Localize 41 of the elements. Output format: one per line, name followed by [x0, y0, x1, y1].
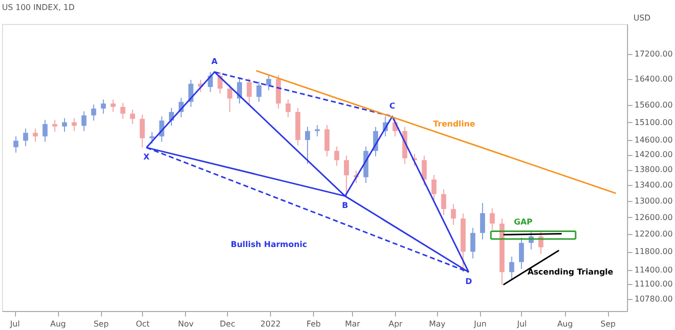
annotation: A	[211, 56, 218, 66]
y-tick-label: 12200.00	[634, 230, 673, 239]
annotation: X	[143, 152, 150, 162]
x-tick-label: Apr	[388, 320, 404, 328]
x-tick-label: Jul	[516, 320, 527, 328]
x-tick-label: Jun	[473, 320, 487, 328]
y-tick-label: 17200.00	[634, 49, 673, 58]
annotation: GAP	[514, 217, 533, 226]
y-tick-label: 11800.00	[634, 247, 673, 256]
annotation: C	[389, 101, 396, 110]
y-tick-label: 10780.00	[634, 294, 673, 304]
y-axis-title: USD	[634, 14, 651, 22]
annotation: Ascending Triangle	[527, 268, 614, 277]
x-tick-label: May	[428, 320, 446, 328]
y-tick-label: 15100.00	[634, 118, 673, 127]
chart-title: US 100 INDEX, 1D	[2, 3, 75, 12]
y-tick-label: 13400.00	[634, 180, 673, 190]
y-tick-label: 13800.00	[634, 165, 673, 174]
x-tick-label: 2022	[260, 320, 281, 328]
annotation: Bullish Harmonic	[230, 240, 308, 250]
x-tick-label: Mar	[344, 320, 361, 328]
y-tick-label: 13000.00	[634, 196, 673, 206]
y-tick-label: 11400.00	[634, 265, 673, 274]
x-tick-label: Nov	[178, 320, 194, 328]
y-tick-label: 14200.00	[634, 150, 673, 160]
x-tick-label: Dec	[220, 320, 236, 328]
annotation: B	[342, 201, 348, 210]
y-tick-label: 12600.00	[634, 212, 673, 222]
x-tick-label: Sep	[600, 320, 616, 328]
annotation: Trendline	[433, 120, 476, 129]
x-tick-label: Oct	[136, 320, 150, 328]
x-tick-label: Feb	[306, 320, 321, 328]
annotation: D	[465, 277, 472, 286]
y-tick-label: 15600.00	[634, 100, 673, 110]
y-tick-label: 14600.00	[634, 135, 673, 144]
x-tick-label: Aug	[557, 320, 573, 328]
x-tick-label: Jul	[9, 320, 20, 328]
x-tick-label: Aug	[50, 320, 66, 328]
y-tick-label: 16400.00	[634, 74, 673, 84]
x-tick-label: Sep	[94, 320, 109, 328]
y-tick-label: 11100.00	[634, 279, 673, 288]
